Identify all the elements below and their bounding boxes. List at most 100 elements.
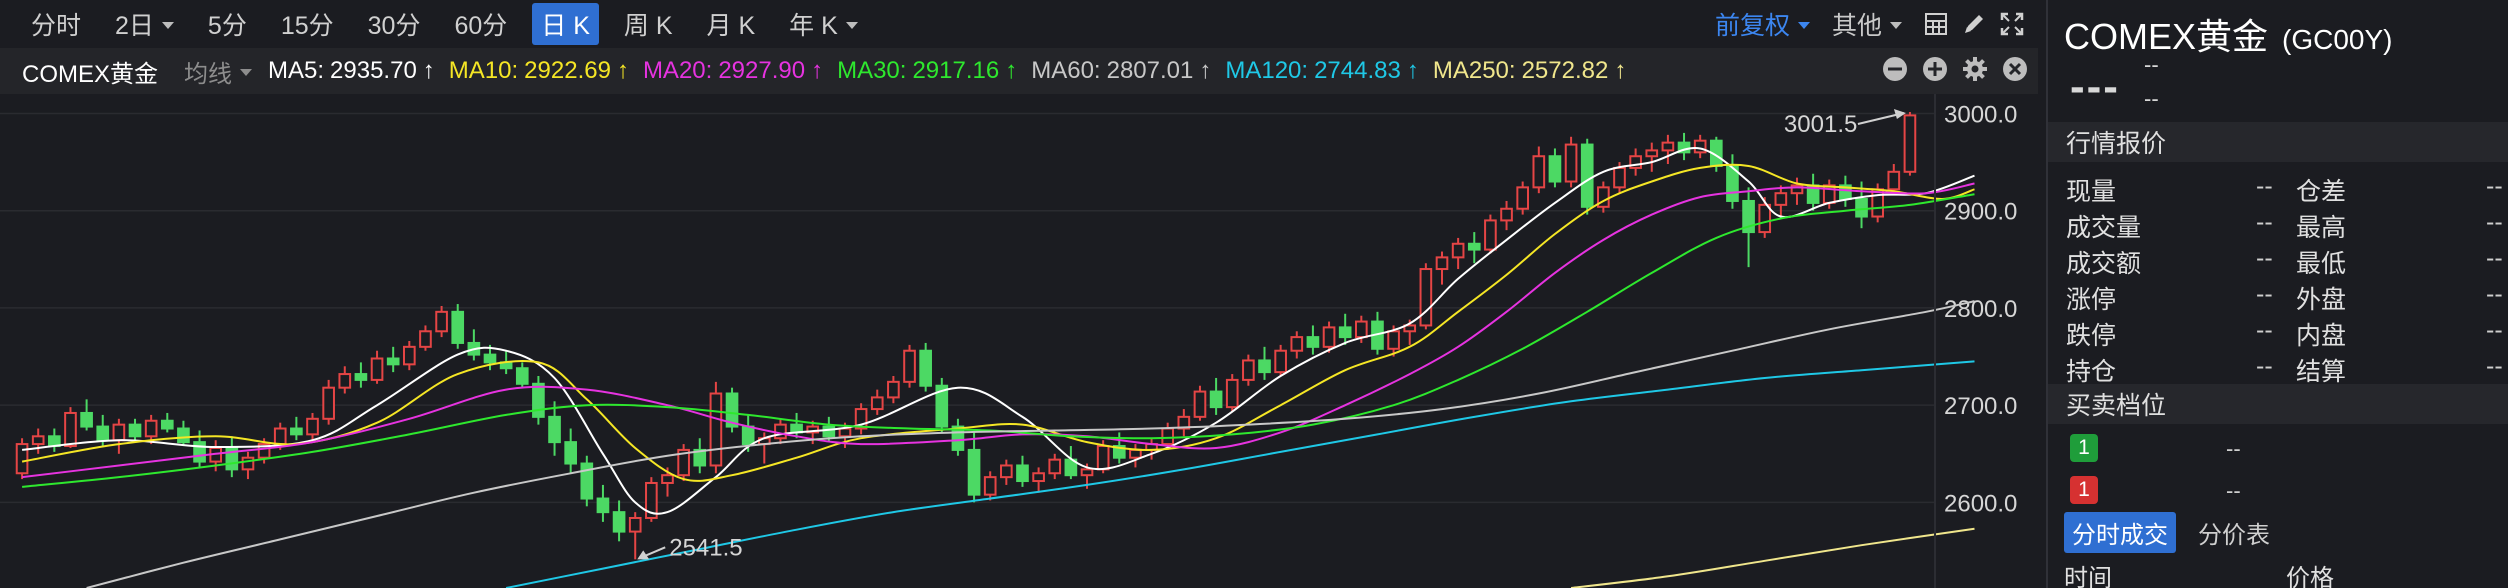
ma-value: 2922.69 xyxy=(524,57,611,84)
plus-circle-icon[interactable] xyxy=(1922,56,1948,82)
candle-body xyxy=(1016,464,1029,483)
min-annotation-arrowhead xyxy=(637,550,650,560)
candle-body xyxy=(1548,155,1562,183)
candle-body xyxy=(1742,199,1755,234)
candle-body xyxy=(177,427,190,444)
candle-body xyxy=(564,441,578,465)
price-change-percent: -- xyxy=(2144,86,2159,111)
period-tab-1[interactable]: 2日 xyxy=(106,3,183,45)
period-tab-8[interactable]: 月 K xyxy=(706,12,756,40)
candle-body xyxy=(1532,155,1546,189)
level-value: -- xyxy=(2226,478,2241,503)
candle-body xyxy=(612,511,626,533)
quote-row: 现量 -- 仓差 -- xyxy=(2048,168,2508,206)
period-tab-2[interactable]: 5分 xyxy=(207,12,247,40)
candle-body xyxy=(677,448,690,477)
quote-label: 成交额 xyxy=(2066,250,2142,278)
candle-body xyxy=(451,310,465,344)
y-tick-label: 2600.0 xyxy=(1944,490,2017,517)
candle-body xyxy=(31,435,45,446)
close-circle-icon[interactable] xyxy=(2002,56,2028,82)
ma-value: 2935.70 xyxy=(330,57,417,84)
ma-trend-arrow: ↑ xyxy=(1005,57,1018,84)
ma-line-ma60 xyxy=(86,300,1975,588)
ma-line-ma5 xyxy=(22,146,1975,515)
adjust-dropdown[interactable]: 前复权 xyxy=(1715,6,1810,42)
tab-price-table[interactable]: 分价表 xyxy=(2198,521,2270,549)
candle-body xyxy=(1225,378,1239,409)
quote-label: 仓差 xyxy=(2296,178,2347,206)
ma-trend-arrow: ↑ xyxy=(616,57,629,84)
other-dropdown[interactable]: 其他 xyxy=(1832,6,1902,42)
pencil-icon[interactable] xyxy=(1962,12,1986,36)
ma-legend-item: MA250: 2572.82 ↑ xyxy=(1433,57,1626,84)
candle-body xyxy=(1613,166,1626,189)
quote-panel: COMEX黄金 (GC00Y) --- -- -- 行情报价 现量 -- 仓差 -- 成交… xyxy=(2046,0,2508,588)
candle-body xyxy=(1080,468,1094,477)
grid-icon[interactable] xyxy=(1924,12,1948,36)
indicator-mode-dropdown[interactable]: 均线 xyxy=(184,54,253,89)
quote-value: -- xyxy=(2256,172,2273,200)
period-tab-5[interactable]: 60分 xyxy=(454,12,508,40)
candle-body xyxy=(1597,186,1610,208)
candle-body xyxy=(1645,149,1659,158)
ma-value-list: MA5: 2935.70 ↑ MA10: 2922.69 ↑ MA20: 2927.90 ↑ MA… xyxy=(268,57,1640,85)
ma-legend-item: MA10: 2922.69 ↑ xyxy=(449,57,629,84)
candle-body xyxy=(1726,164,1739,202)
candle-body xyxy=(257,443,271,459)
ma-legend-item: MA60: 2807.01 ↑ xyxy=(1031,57,1211,84)
quote-value: -- xyxy=(2486,172,2503,200)
candle-body xyxy=(419,330,432,348)
minus-circle-icon[interactable] xyxy=(1882,56,1908,82)
ma-trend-arrow: ↑ xyxy=(1614,57,1627,84)
candle-body xyxy=(1855,198,1868,218)
candle-body xyxy=(725,392,739,428)
period-tab-3[interactable]: 15分 xyxy=(280,12,334,40)
candle-body xyxy=(128,423,142,438)
candle-body xyxy=(1451,242,1465,259)
period-tab-0[interactable]: 分时 xyxy=(31,12,82,40)
quote-label: 内盘 xyxy=(2296,322,2347,350)
candle-body xyxy=(1048,458,1062,475)
ma-legend-item: MA120: 2744.83 ↑ xyxy=(1225,57,1418,84)
candle-body xyxy=(903,349,916,383)
column-header-time: 时间 xyxy=(2064,565,2112,588)
ma-line-ma30 xyxy=(21,193,1975,488)
y-tick-label: 2700.0 xyxy=(1944,393,2017,420)
candlestick-chart[interactable]: 2600.0 2700.0 2800.0 2900.0 3000.0 3001.5 2541… xyxy=(0,94,2038,588)
candle-body xyxy=(1516,186,1530,210)
fullscreen-icon[interactable] xyxy=(2000,12,2024,36)
candle-body xyxy=(483,353,497,364)
ma-label: MA30: xyxy=(837,57,907,84)
candle-body xyxy=(64,411,77,448)
ma-value: 2744.83 xyxy=(1314,57,1401,84)
y-tick-label: 3000.0 xyxy=(1944,101,2017,128)
max-price-annotation: 3001.5 xyxy=(1784,111,1857,138)
candle-body xyxy=(273,427,287,446)
legend-buttons xyxy=(1868,56,2028,82)
candle-body xyxy=(919,349,932,387)
quote-value: -- xyxy=(2486,352,2503,380)
ma-trend-arrow: ↑ xyxy=(422,57,435,84)
ma-value: 2572.82 xyxy=(1521,57,1609,84)
chevron-down-icon xyxy=(1890,21,1902,29)
y-axis-separator xyxy=(1934,94,1936,588)
candle-body xyxy=(1564,143,1578,183)
period-tab-7[interactable]: 周 K xyxy=(623,12,673,40)
tab-time-sales[interactable]: 分时成交 xyxy=(2064,511,2176,553)
quote-label: 涨停 xyxy=(2066,286,2117,314)
chevron-down-icon xyxy=(161,21,174,29)
ma-legend-item: MA30: 2917.16 ↑ xyxy=(837,57,1017,84)
period-tab-6[interactable]: 日 K xyxy=(532,3,599,45)
candle-body xyxy=(1887,170,1901,191)
candle-body xyxy=(1274,349,1287,374)
candle-body xyxy=(1258,359,1271,374)
max-annotation-arrowhead xyxy=(1893,108,1906,119)
ma-line-ma20 xyxy=(21,182,1975,479)
period-tab-4[interactable]: 30分 xyxy=(367,12,421,40)
gear-icon[interactable] xyxy=(1962,56,1988,82)
period-tab-9[interactable]: 年 K xyxy=(780,3,867,45)
candle-body xyxy=(1032,472,1045,483)
candle-body xyxy=(854,408,868,430)
bid-level-row: 1 -- xyxy=(2048,472,2508,508)
